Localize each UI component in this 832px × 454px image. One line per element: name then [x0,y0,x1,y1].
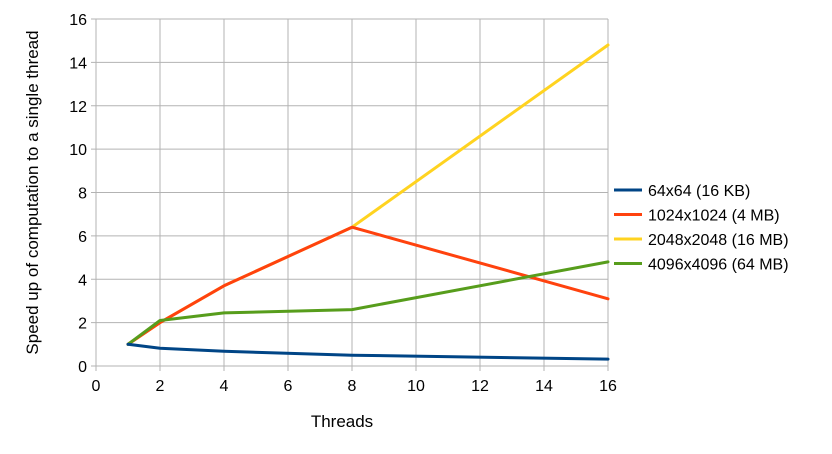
axes [91,18,609,371]
x-tick-label: 4 [220,378,229,395]
legend: 64x64 (16 KB) 1024x1024 (4 MB) 2048x2048 (… [614,183,789,274]
y-tick-label: 10 [69,142,87,159]
legend-item: 1024x1024 (4 MB) [614,208,780,225]
y-tick-label: 6 [78,229,87,246]
y-tick-label: 16 [69,12,87,29]
x-tick-label: 16 [599,378,617,395]
y-tick-label: 14 [69,55,87,72]
legend-item: 64x64 (16 KB) [614,183,750,200]
x-tick-label: 10 [407,378,425,395]
x-tick-label: 2 [156,378,165,395]
series-line-4 [126,260,610,346]
legend-item: 4096x4096 (64 MB) [614,257,789,274]
y-tick-label: 8 [78,186,87,203]
x-tick-label: 6 [284,378,293,395]
tick-labels: 0 2 4 6 8 10 12 14 16 0 2 4 6 8 10 12 14 16 [69,12,617,395]
y-tick-label: 12 [69,99,87,116]
legend-label: 2048x2048 (16 MB) [648,232,789,249]
series-line-1 [126,342,610,361]
y-tick-label: 2 [78,316,87,333]
x-tick-label: 8 [348,378,357,395]
series-lines [126,43,610,361]
x-tick-label: 14 [535,378,553,395]
y-tick-label: 4 [78,272,87,289]
legend-label: 1024x1024 (4 MB) [648,208,780,225]
y-axis-title: Speed up of computation to a single thre… [23,30,42,354]
legend-label: 4096x4096 (64 MB) [648,257,789,274]
legend-item: 2048x2048 (16 MB) [614,232,789,249]
y-tick-label: 0 [78,359,87,376]
x-tick-label: 0 [92,378,101,395]
legend-label: 64x64 (16 KB) [648,183,750,200]
x-tick-label: 12 [471,378,489,395]
x-axis-title: Threads [311,412,373,431]
series-line-2 [126,225,610,346]
